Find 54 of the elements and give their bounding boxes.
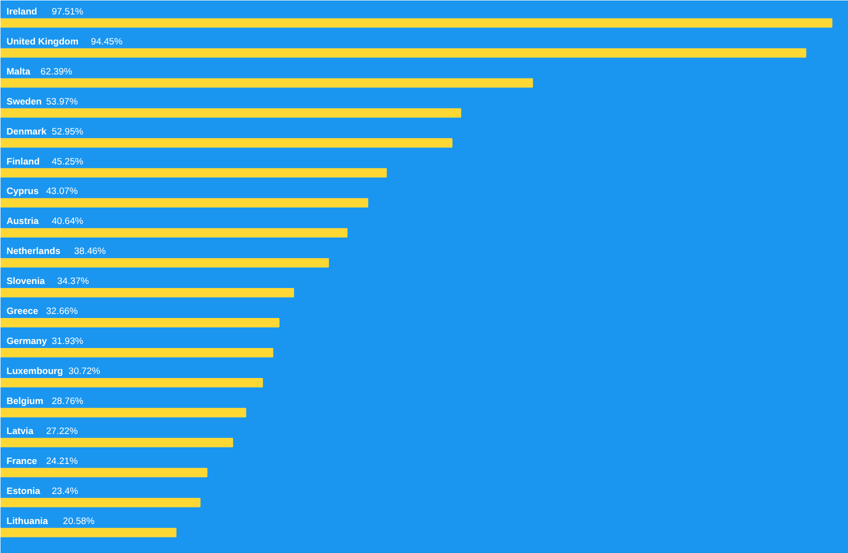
y-tick-label: United Kingdom [6,36,79,46]
y-tick-label: Lithuania [6,516,49,526]
y-tick-label: Austria [6,216,40,226]
y-tick-label: Finland [6,156,40,166]
y-tick-label: France [6,456,38,466]
bar [0,528,176,538]
data-label: 52.95% [52,126,84,136]
y-tick-label: Malta [6,66,32,76]
bar [0,408,246,418]
bar [0,18,832,28]
data-label: 31.93% [52,336,84,346]
y-tick-label: Slovenia [6,276,46,286]
bar [0,198,368,208]
data-label: 40.64% [52,216,84,226]
bar [0,258,329,268]
data-label: 32.66% [46,306,78,316]
data-label: 28.76% [52,396,84,406]
bar [0,438,234,448]
bar [0,168,387,178]
y-tick-label: Ireland [6,6,38,16]
data-label: 45.25% [52,156,84,166]
data-label: 34.37% [57,276,89,286]
data-label: 20.58% [62,516,95,526]
y-tick-label: Luxembourg [6,366,64,376]
data-label: 43.07% [46,186,78,196]
bar [0,378,263,388]
data-label: 30.72% [68,366,100,376]
y-tick-label: Greece [6,306,38,316]
bar [0,468,208,478]
y-tick-label: Sweden [6,96,42,106]
data-label: 94.45% [90,36,123,46]
data-label: 24.21% [46,456,78,466]
bar [0,318,280,328]
y-tick-label: Belgium [6,396,44,406]
data-label: 53.97% [46,96,78,106]
bar [0,498,201,508]
data-label: 38.46% [74,246,106,256]
data-label: 97.51% [52,6,84,16]
y-tick-label: Denmark [6,126,48,136]
bar [0,288,294,298]
bar [0,108,462,118]
bar [0,78,533,88]
data-label: 23.4% [52,486,78,496]
y-tick-label: Estonia [6,486,42,496]
bar [0,48,806,58]
bar [0,138,452,148]
y-tick-label: Cyprus [6,186,39,196]
data-label: 62.39% [40,66,72,76]
bar [0,228,348,238]
bar [0,348,274,358]
y-tick-label: Latvia [6,426,34,436]
y-tick-label: Germany [6,336,48,346]
y-tick-label: Netherlands [6,246,60,256]
data-label: 27.22% [46,426,78,436]
